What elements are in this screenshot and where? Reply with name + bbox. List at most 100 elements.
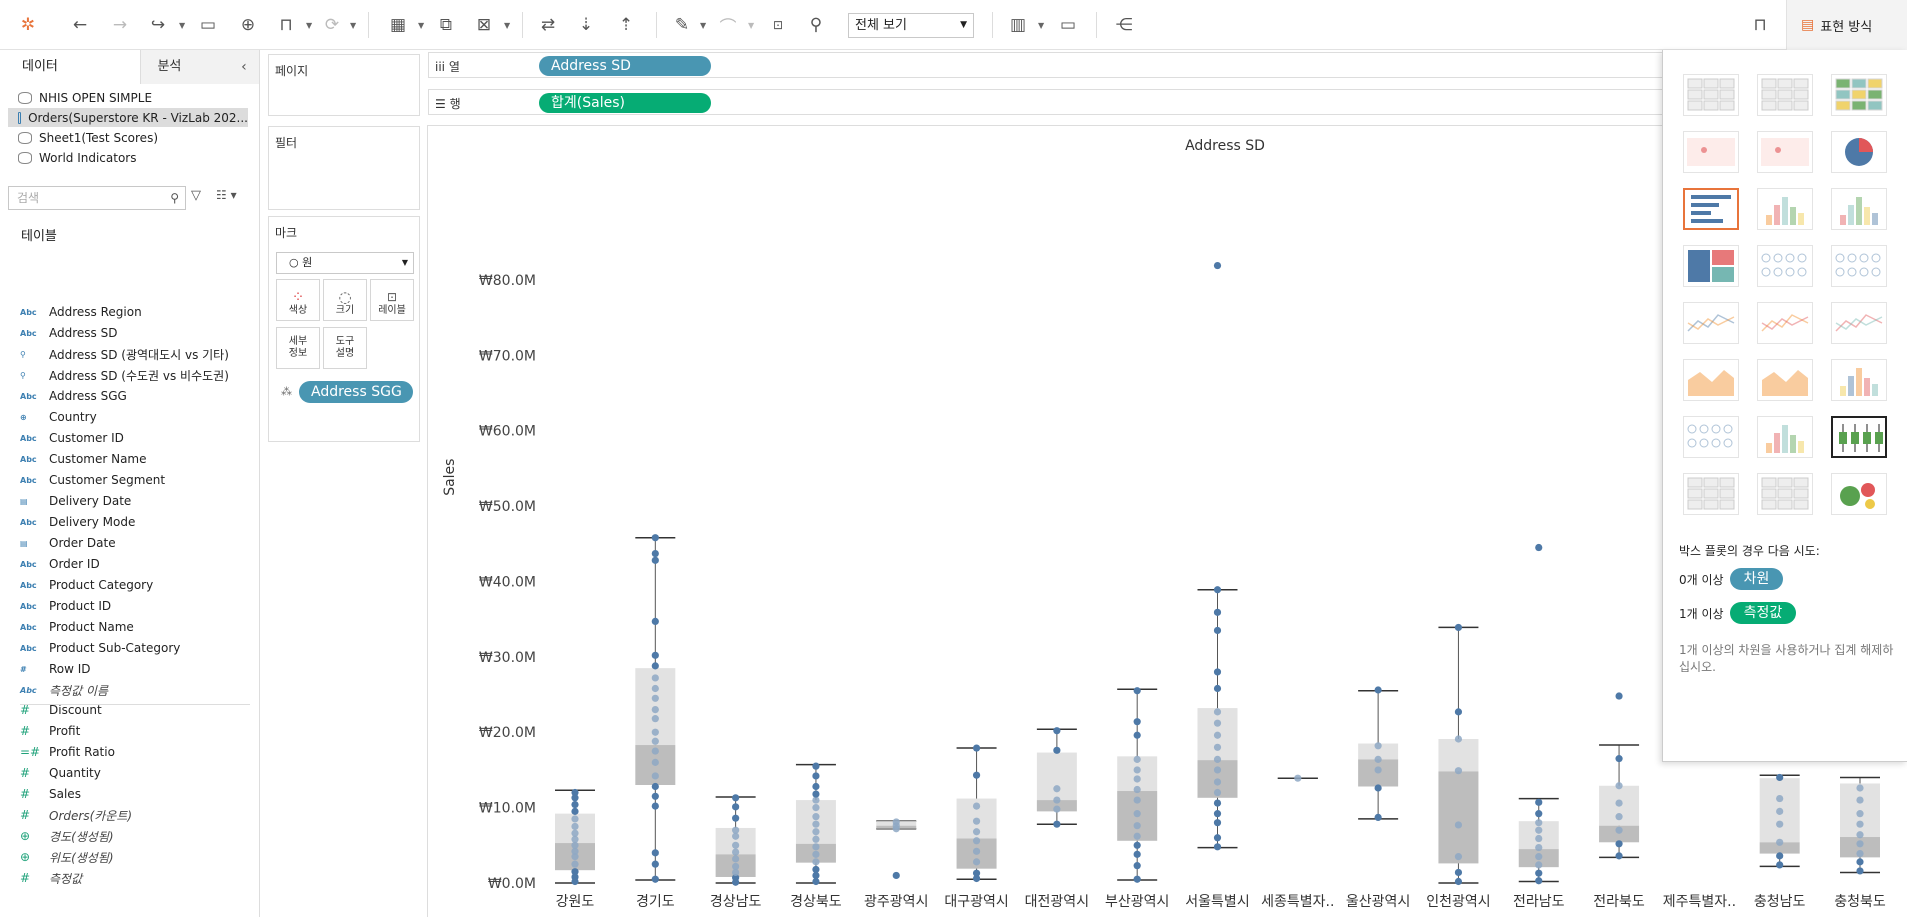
chart-type-map-thumbnail[interactable] [1757, 131, 1813, 173]
filters-shelf[interactable]: 필터 [268, 126, 420, 210]
redo-caret-icon[interactable]: ▼ [179, 21, 186, 30]
field-item[interactable]: Abc Customer ID [20, 429, 124, 447]
refresh-caret-icon[interactable]: ▼ [350, 21, 357, 30]
collapse-pane-icon[interactable]: ‹ [237, 50, 259, 84]
datasource-item-selected[interactable]: Orders(Superstore KR - VizLab 202... [8, 108, 248, 127]
new-datasource-icon[interactable]: ⊕ [240, 15, 256, 35]
chart-type-hist-thumbnail[interactable] [1757, 416, 1813, 458]
show-cards-icon[interactable]: ▥ [1009, 15, 1027, 35]
view-canvas[interactable]: Address SD Sales ₩0.0M ₩10.0M ₩20.0M ₩30.0M ₩4… [427, 125, 1907, 917]
chart-type-hl-thumbnail[interactable] [1831, 74, 1887, 116]
datasource-item[interactable]: NHIS OPEN SIMPLE [18, 88, 152, 107]
share-icon[interactable]: ⋲ [1115, 15, 1133, 35]
field-item[interactable]: ▤ Order Date [20, 534, 116, 552]
chart-type-text-thumbnail[interactable] [1683, 74, 1739, 116]
chart-type-tree-thumbnail[interactable] [1683, 245, 1739, 287]
new-worksheet-caret-icon[interactable]: ▼ [418, 21, 425, 30]
field-item[interactable]: ⚲ Address SD (수도권 vs 비수도권) [20, 366, 229, 384]
show-me-button[interactable]: ▤ 표현 방식 [1786, 0, 1907, 50]
sort-ascending-icon[interactable]: ⇣ [578, 15, 594, 35]
chart-type-hbar-thumbnail[interactable] [1683, 188, 1739, 230]
chart-type-pie-thumbnail[interactable] [1831, 131, 1887, 173]
field-item[interactable]: ⊕ 경도(생성됨) [20, 827, 114, 845]
marks-pill-address-sgg[interactable]: Address SGG [299, 381, 413, 403]
format-brush-icon[interactable]: ⊓ [1753, 15, 1767, 35]
save-icon[interactable]: ▭ [199, 15, 217, 35]
fix-axes-icon[interactable]: ⚲ [809, 15, 823, 35]
chart-type-map-thumbnail[interactable] [1683, 131, 1739, 173]
pause-updates-icon[interactable]: ⊓ [279, 15, 293, 35]
highlight-caret-icon[interactable]: ▼ [700, 21, 707, 30]
chart-type-line-thumbnail[interactable] [1683, 302, 1739, 344]
field-item[interactable]: # Row ID [20, 660, 91, 678]
refresh-icon[interactable]: ⟳ [324, 15, 340, 35]
chart-type-heat-thumbnail[interactable] [1757, 74, 1813, 116]
chart-type-bubble-thumbnail[interactable] [1831, 473, 1887, 515]
view-options-icon[interactable]: ☷ ▾ [216, 188, 237, 202]
presentation-icon[interactable]: ▭ [1059, 15, 1077, 35]
field-item[interactable]: ⚲ Address SD (광역대도시 vs 기타) [20, 345, 229, 363]
field-item[interactable]: # Sales [20, 785, 81, 803]
new-worksheet-icon[interactable]: ▦ [389, 15, 407, 35]
chart-type-line2-thumbnail[interactable] [1757, 302, 1813, 344]
redo-icon[interactable]: ↪ [150, 15, 166, 35]
swap-icon[interactable]: ⇄ [540, 15, 556, 35]
view-size-select[interactable]: 전체 보기 ▼ [848, 13, 974, 38]
field-item[interactable]: Abc Customer Segment [20, 471, 165, 489]
field-item[interactable]: Abc Address SGG [20, 387, 127, 405]
back-icon[interactable]: ← [72, 15, 88, 35]
chart-type-line3-thumbnail[interactable] [1831, 302, 1887, 344]
highlight-icon[interactable]: ✎ [674, 15, 690, 35]
show-cards-caret-icon[interactable]: ▼ [1038, 21, 1045, 30]
field-item[interactable]: Abc Delivery Mode [20, 513, 135, 531]
field-item[interactable]: Abc Customer Name [20, 450, 147, 468]
detail-button[interactable]: 세부 정보 [276, 327, 320, 369]
field-item[interactable]: # Orders(카운트) [20, 806, 132, 824]
rows-shelf[interactable]: ☰ 행 합계(Sales) [428, 89, 1907, 115]
pages-shelf[interactable]: 페이지 [268, 54, 420, 116]
rows-pill[interactable]: 합계(Sales) [539, 93, 711, 113]
chart-type-area-thumbnail[interactable] [1683, 359, 1739, 401]
field-search-input[interactable]: 검색 ⚲ [8, 186, 186, 210]
tab-analytics[interactable]: 분석 [141, 50, 238, 84]
field-item[interactable]: # 측정값 [20, 869, 82, 887]
chart-type-gantt-thumbnail[interactable] [1683, 473, 1739, 515]
chart-type-dual-thumbnail[interactable] [1831, 359, 1887, 401]
filter-icon[interactable]: ▽ [191, 188, 201, 203]
chart-type-area2-thumbnail[interactable] [1757, 359, 1813, 401]
chart-type-bullet-thumbnail[interactable] [1757, 473, 1813, 515]
chart-type-vbar-thumbnail[interactable] [1831, 188, 1887, 230]
datasource-item[interactable]: Sheet1(Test Scores) [18, 128, 158, 147]
field-item[interactable]: Abc Product ID [20, 597, 111, 615]
group-icon[interactable]: ⌒ [719, 17, 737, 38]
show-labels-icon[interactable]: ⊡ [772, 18, 784, 32]
tooltip-button[interactable]: 도구 설명 [323, 327, 367, 369]
field-item[interactable]: Abc Product Sub-Category [20, 639, 180, 657]
label-button[interactable]: ⊡ 레이블 [370, 279, 414, 321]
chart-type-scatter-thumbnail[interactable] [1683, 416, 1739, 458]
field-item[interactable]: # Profit [20, 722, 80, 740]
field-item[interactable]: ⊕ Country [20, 408, 97, 426]
chart-type-circ2-thumbnail[interactable] [1831, 245, 1887, 287]
chart-type-circ-thumbnail[interactable] [1757, 245, 1813, 287]
color-button[interactable]: ⁘ 색상 [276, 279, 320, 321]
mark-type-select[interactable]: ○ 원 ▼ [276, 252, 414, 274]
pause-caret-icon[interactable]: ▼ [306, 21, 313, 30]
clear-sheet-icon[interactable]: ⊠ [476, 15, 492, 35]
field-item[interactable]: Abc Address Region [20, 303, 142, 321]
sort-descending-icon[interactable]: ⇡ [618, 15, 634, 35]
group-caret-icon[interactable]: ▼ [748, 21, 755, 30]
tab-data[interactable]: 데이터 [0, 50, 142, 84]
chart-type-sbar-thumbnail[interactable] [1757, 188, 1813, 230]
duplicate-icon[interactable]: ⧉ [439, 15, 453, 35]
field-item[interactable]: Abc Address SD [20, 324, 117, 342]
field-item[interactable]: =# Profit Ratio [20, 743, 115, 761]
datasource-item[interactable]: World Indicators [18, 148, 136, 167]
forward-icon[interactable]: → [112, 15, 128, 35]
field-item[interactable]: # Discount [20, 701, 102, 719]
field-item[interactable]: # Quantity [20, 764, 101, 782]
field-item[interactable]: Abc 측정값 이름 [20, 681, 108, 699]
chart-type-box-thumbnail[interactable] [1831, 416, 1887, 458]
field-item[interactable]: Abc Product Category [20, 576, 153, 594]
clear-caret-icon[interactable]: ▼ [504, 21, 511, 30]
